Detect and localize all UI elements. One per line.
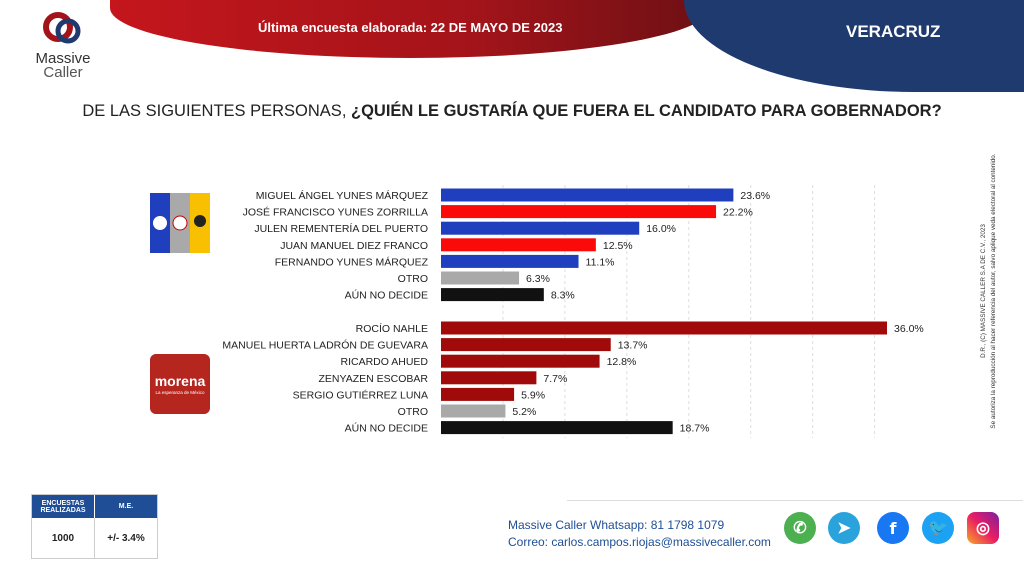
category-label: FERNANDO YUNES MÁRQUEZ — [275, 255, 429, 268]
logo-icon — [43, 12, 81, 44]
survey-date: Última encuesta elaborada: 22 DE MAYO DE… — [258, 20, 563, 35]
category-label: JOSÉ FRANCISCO YUNES ZORRILLA — [243, 206, 428, 219]
data-label: 7.7% — [543, 373, 567, 385]
massive-caller-logo: Massive Caller — [28, 12, 98, 80]
bar — [441, 188, 734, 202]
twitter-icon[interactable]: 🐦 — [922, 512, 954, 544]
surveys-header: ENCUESTAS REALIZADAS — [32, 495, 95, 518]
category-label: OTRO — [398, 406, 428, 418]
field-table: ENCUESTAS REALIZADAS M.E. 1000 +/- 3.4% — [31, 494, 158, 559]
bar — [441, 338, 611, 352]
bar — [441, 221, 640, 235]
data-label: 6.3% — [526, 273, 550, 285]
bar — [441, 421, 673, 435]
bar — [441, 371, 537, 385]
data-label: 8.3% — [551, 290, 575, 302]
instagram-icon[interactable]: ◎ — [967, 512, 999, 544]
bar — [441, 288, 544, 302]
email-contact[interactable]: Correo: carlos.campos.riojas@massivecall… — [508, 535, 771, 549]
question-title: DE LAS SIGUIENTES PERSONAS, ¿QUIÉN LE GU… — [0, 102, 1024, 121]
facebook-icon[interactable]: f — [877, 512, 909, 544]
category-label: MIGUEL ÁNGEL YUNES MÁRQUEZ — [256, 189, 429, 202]
category-label: RICARDO AHUED — [340, 356, 428, 368]
data-label: 16.0% — [646, 223, 676, 235]
data-label: 23.6% — [740, 190, 770, 202]
margin-value: +/- 3.4% — [107, 532, 145, 544]
category-label: JULEN REMENTERÍA DEL PUERTO — [254, 222, 428, 235]
bar — [441, 205, 717, 219]
data-label: 13.7% — [618, 340, 648, 352]
margin-header: M.E. — [118, 503, 134, 510]
question-bold: ¿QUIÉN LE GUSTARÍA QUE FUERA EL CANDIDAT… — [351, 102, 942, 120]
bar — [441, 271, 520, 285]
data-label: 22.2% — [723, 207, 753, 219]
bar — [441, 254, 579, 268]
bar — [441, 387, 515, 401]
bar — [441, 321, 887, 335]
surveys-value: 1000 — [32, 518, 95, 558]
divider — [567, 500, 1023, 501]
category-label: SERGIO GUTIÉRREZ LUNA — [293, 388, 428, 401]
category-label: OTRO — [398, 273, 428, 285]
svg-text:morena: morena — [155, 373, 206, 389]
logo-text-1: Massive — [35, 50, 91, 67]
logo-text-2: Caller — [43, 64, 83, 81]
category-label: AÚN NO DECIDE — [345, 289, 428, 302]
telegram-icon[interactable]: ➤ — [828, 512, 860, 544]
svg-text:La esperanza de México: La esperanza de México — [155, 390, 205, 395]
contact-info: Massive Caller Whatsapp: 81 1798 1079 Co… — [508, 517, 771, 551]
pan-pri-prd-logo — [150, 193, 210, 253]
bar — [441, 404, 506, 418]
data-label: 18.7% — [680, 423, 710, 435]
category-label: ROCÍO NAHLE — [356, 322, 428, 335]
category-label: ZENYAZEN ESCOBAR — [319, 373, 429, 385]
data-label: 11.1% — [586, 256, 615, 268]
whatsapp-icon[interactable]: ✆ — [784, 512, 816, 544]
whatsapp-contact: Massive Caller Whatsapp: 81 1798 1079 — [508, 518, 725, 532]
category-label: MANUEL HUERTA LADRÓN DE GUEVARA — [222, 339, 428, 352]
category-label: JUAN MANUEL DIEZ FRANCO — [280, 240, 428, 252]
data-label: 12.8% — [607, 356, 637, 368]
data-label: 12.5% — [603, 240, 633, 252]
state-name: VERACRUZ — [846, 22, 941, 41]
bar — [441, 238, 596, 252]
data-label: 5.2% — [512, 406, 536, 418]
bar — [441, 354, 600, 368]
category-label: AÚN NO DECIDE — [345, 422, 428, 435]
question-plain: DE LAS SIGUIENTES PERSONAS, — [82, 102, 351, 120]
data-label: 36.0% — [894, 323, 924, 335]
data-label: 5.9% — [521, 389, 545, 401]
